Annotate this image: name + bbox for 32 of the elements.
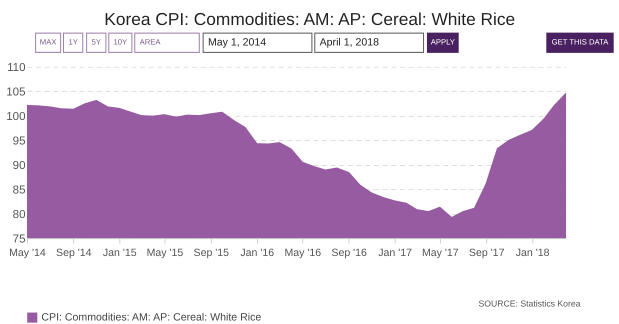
text: MAX: [40, 38, 56, 47]
x-tick-label: May '14: [9, 246, 46, 259]
y-tick-label: 95: [12, 136, 26, 148]
x-tick-label: Jan '16: [240, 246, 274, 259]
y-tick-label: 100: [6, 111, 26, 124]
x-tick-label: Sep '16: [331, 246, 368, 259]
y-tick-label: 105: [6, 86, 26, 99]
text: GET THIS DATA: [552, 38, 610, 47]
x-tick-label: Jan '18: [516, 246, 550, 259]
x-tick-label: Sep '14: [56, 246, 92, 259]
x-tick-label: May '16: [284, 246, 322, 259]
text: 5Y: [92, 38, 101, 47]
y-tick-label: 85: [12, 184, 26, 197]
text: AREA: [140, 38, 162, 47]
text: April 1, 2018: [320, 36, 380, 49]
y-tick-label: 80: [12, 209, 26, 222]
x-tick-label: May '17: [422, 246, 459, 259]
x-tick-label: Jan '15: [102, 246, 137, 259]
text: APPLY: [430, 38, 455, 47]
x-tick-label: May '15: [146, 246, 184, 259]
text: 1Y: [68, 38, 78, 47]
source-note: SOURCE: Statistics Korea: [478, 298, 581, 309]
legend-label: CPI: Commodities: AM: AP: Cereal: White Rice: [41, 311, 262, 324]
y-tick-label: 110: [7, 62, 26, 74]
x-tick-label: Sep '17: [468, 246, 505, 259]
x-tick-label: Sep '15: [194, 246, 230, 259]
y-tick-label: 75: [12, 234, 26, 246]
y-tick-label: 90: [12, 160, 26, 172]
text: 10Y: [113, 38, 128, 47]
chart-title: Korea CPI: Commodities: AM: AP: Cereal: White Rice: [104, 8, 516, 29]
text: May 1, 2014: [208, 36, 266, 49]
x-tick-label: Jan '17: [378, 246, 412, 259]
